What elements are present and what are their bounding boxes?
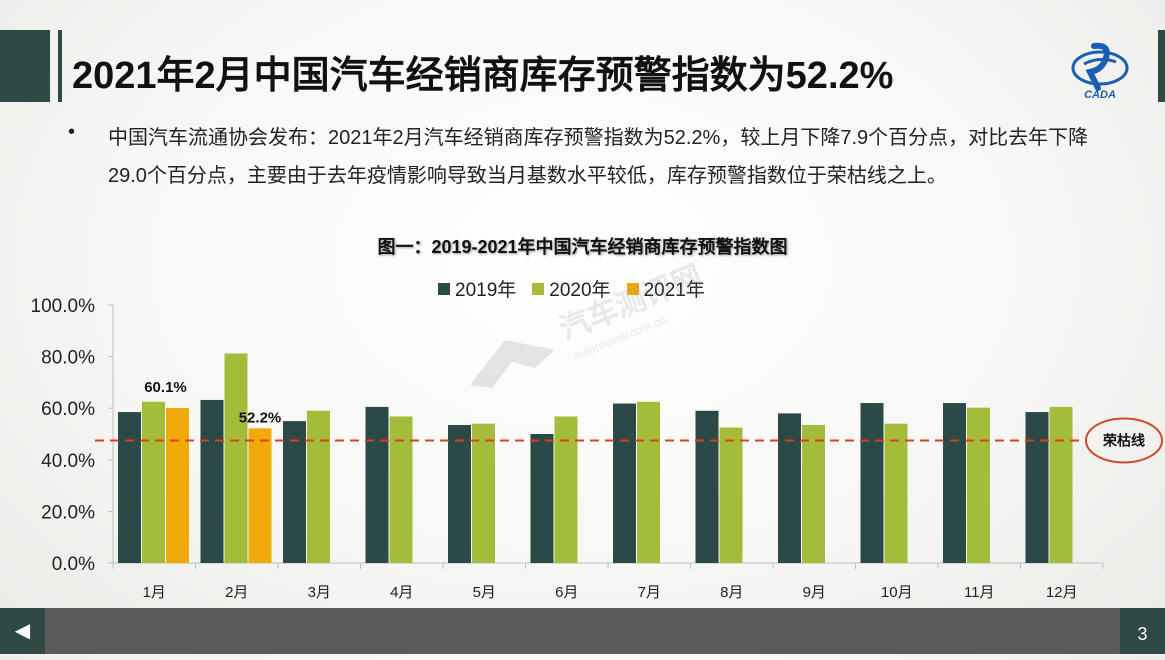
page-number: 3 — [1120, 608, 1165, 654]
bullet-marker: • — [68, 121, 76, 143]
x-tick-label: 5月 — [473, 584, 496, 601]
summary-paragraph: 中国汽车流通协会发布：2021年2月汽车经销商库存预警指数为52.2%，较上月下… — [108, 127, 1089, 187]
data-label: 52.2% — [239, 409, 282, 426]
cada-logo: CADA — [1071, 42, 1129, 100]
bar-2020年-6月 — [554, 416, 578, 563]
x-tick-label: 12月 — [1046, 584, 1078, 601]
bar-2020年-7月 — [637, 401, 660, 563]
bar-2020年-3月 — [307, 410, 330, 563]
bar-2019年-4月 — [365, 406, 389, 563]
x-tick-label: 7月 — [638, 584, 661, 601]
x-tick-label: 3月 — [308, 584, 331, 601]
bar-2019年-7月 — [613, 403, 636, 563]
y-tick-label: 0.0% — [52, 554, 95, 575]
legend-item-2019: 2019年 — [438, 275, 516, 302]
bar-2019年-5月 — [448, 424, 471, 563]
legend-label-2019: 2019年 — [455, 280, 517, 301]
threshold-circle — [1085, 417, 1163, 464]
bar-2021年-2月 — [248, 428, 272, 563]
bar-2020年-1月 — [142, 401, 165, 563]
bar-2020年-5月 — [472, 423, 495, 563]
bar-2020年-8月 — [719, 427, 743, 563]
legend-item-2020: 2020年 — [532, 275, 611, 302]
chart-title: 图一：2019-2021年中国汽车经销商库存预警指数图 — [377, 237, 788, 257]
bar-2020年-10月 — [884, 423, 908, 563]
legend-label-2020: 2020年 — [549, 280, 611, 301]
legend-swatch-2019 — [438, 282, 450, 295]
left-accent-bar — [0, 30, 50, 102]
bar-2020年-11月 — [967, 407, 990, 563]
bar-2021年-1月 — [166, 407, 189, 563]
legend-swatch-2021 — [626, 282, 639, 295]
bar-2019年-9月 — [778, 413, 801, 563]
y-tick-label: 80.0% — [41, 348, 95, 369]
bar-2020年-12月 — [1049, 406, 1073, 563]
watermark-logo-icon — [470, 340, 555, 388]
legend-item-2021: 2021年 — [626, 275, 705, 302]
legend-swatch-2020 — [532, 282, 545, 295]
y-tick-label: 60.0% — [41, 399, 95, 420]
bar-2020年-2月 — [224, 353, 248, 563]
y-tick-label: 100.0% — [31, 296, 96, 317]
x-tick-label: 11月 — [964, 584, 995, 601]
bar-2019年-12月 — [1025, 412, 1049, 563]
x-tick-label: 1月 — [143, 584, 166, 601]
x-tick-label: 10月 — [881, 584, 913, 601]
bar-2019年-1月 — [118, 412, 141, 563]
threshold-label: 荣枯线 — [1102, 432, 1145, 448]
bar-2019年-10月 — [860, 403, 884, 563]
x-tick-label: 9月 — [803, 584, 826, 601]
chart-legend: 2019年 2020年 2021年 — [438, 275, 705, 302]
bottom-bar — [0, 608, 1165, 654]
legend-label-2021: 2021年 — [643, 280, 705, 301]
bar-2019年-3月 — [283, 421, 306, 563]
data-label: 60.1% — [144, 379, 187, 396]
bar-2019年-2月 — [200, 399, 224, 563]
bar-2019年-8月 — [695, 410, 719, 563]
back-nav-icon[interactable]: ◀ — [0, 608, 45, 654]
bar-2020年-9月 — [802, 424, 825, 563]
y-tick-label: 20.0% — [41, 502, 95, 523]
bar-2019年-6月 — [530, 434, 554, 563]
y-tick-label: 40.0% — [41, 451, 95, 472]
x-tick-label: 6月 — [555, 584, 578, 601]
right-accent-bar — [1158, 30, 1165, 102]
slide-title: 2021年2月中国汽车经销商库存预警指数为52.2% — [72, 55, 894, 97]
bar-2019年-11月 — [943, 403, 966, 563]
logo-text: CADA — [1084, 89, 1116, 100]
bar-2020年-4月 — [389, 416, 413, 563]
x-tick-label: 2月 — [225, 584, 248, 601]
title-accent-line — [58, 30, 62, 102]
x-tick-label: 8月 — [720, 584, 743, 601]
x-tick-label: 4月 — [390, 584, 413, 601]
